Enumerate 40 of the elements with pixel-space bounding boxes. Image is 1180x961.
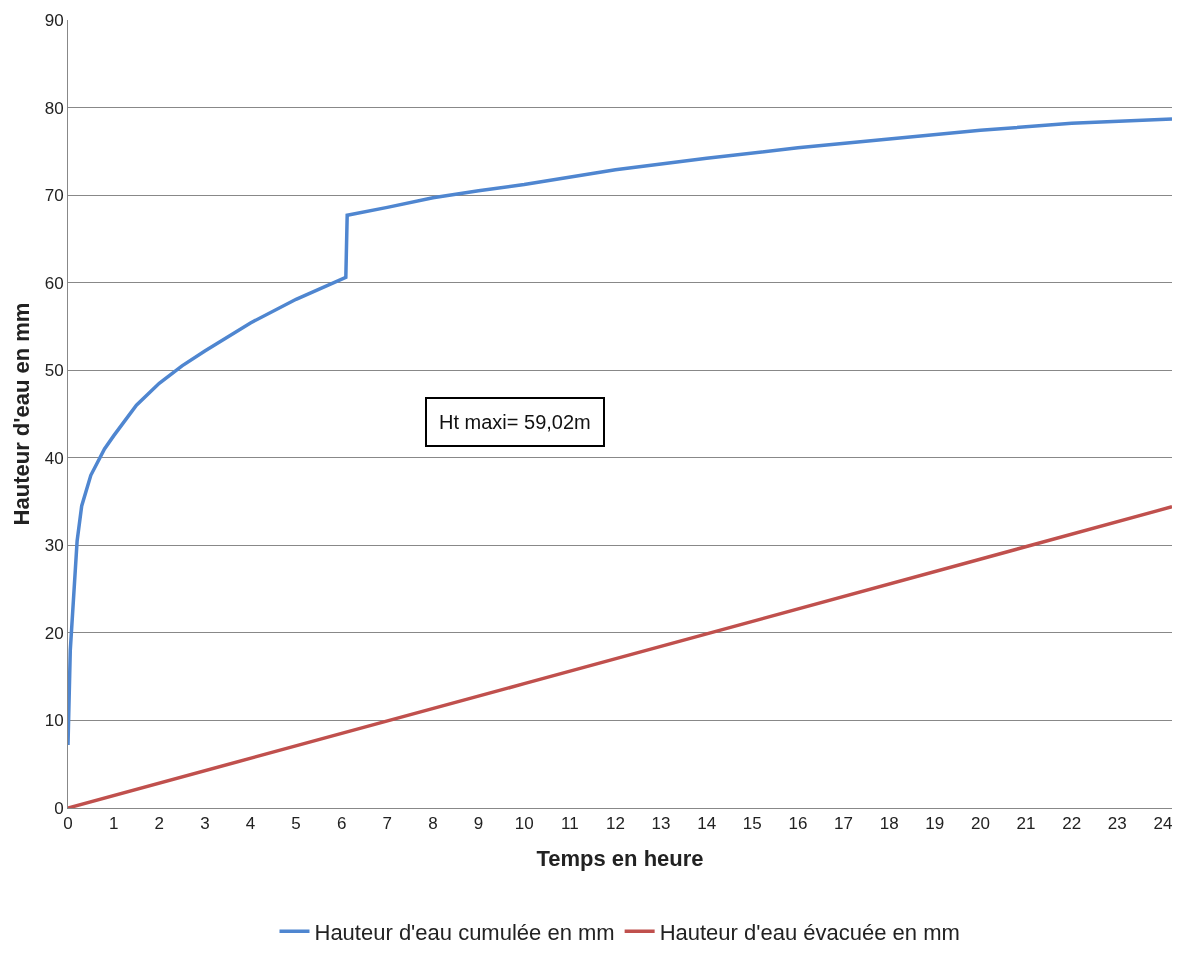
x-tick-label: 9 — [473, 814, 484, 834]
y-tick-label: 40 — [44, 448, 64, 468]
y-tick-label: 80 — [44, 98, 64, 118]
x-tick-label: 14 — [697, 814, 717, 834]
legend-label: Hauteur d'eau cumulée en mm — [314, 919, 615, 945]
y-tick-label: 0 — [54, 798, 64, 818]
annotation: Ht maxi= 59,02m — [439, 411, 591, 433]
x-tick-label: 23 — [1107, 814, 1127, 834]
y-tick-label: 30 — [44, 536, 64, 556]
x-tick-label: 17 — [834, 814, 853, 834]
y-tick-label: 10 — [44, 711, 64, 731]
y-tick-label: 60 — [44, 273, 64, 293]
x-tick-label: 18 — [879, 814, 899, 834]
y-tick-label: 20 — [44, 623, 64, 643]
x-tick-label: 11 — [560, 814, 579, 834]
y-tick-label: 90 — [44, 10, 64, 30]
y-tick-label: 50 — [44, 361, 64, 381]
x-tick-label: 20 — [970, 814, 990, 834]
legend-label: Hauteur d'eau évacuée en mm — [659, 919, 960, 945]
x-axis-title: Temps en heure — [536, 846, 704, 872]
x-tick-label: 19 — [925, 814, 945, 834]
x-tick-label: 2 — [154, 814, 164, 834]
line-series — [68, 117, 1172, 747]
y-tick-label: 70 — [44, 186, 64, 206]
x-tick-label: 7 — [382, 814, 393, 834]
x-tick-label: 12 — [605, 814, 625, 834]
x-tick-label: 5 — [291, 814, 301, 834]
x-tick-label: 4 — [245, 814, 256, 834]
x-tick-label: 21 — [1016, 814, 1036, 834]
x-tick-label: 8 — [428, 814, 438, 834]
x-tick-label: 22 — [1062, 814, 1082, 834]
x-tick-label: 6 — [336, 814, 347, 834]
x-tick-label: 1 — [108, 814, 119, 834]
x-tick-label: 3 — [200, 814, 210, 834]
x-tick-label: 10 — [514, 814, 534, 834]
x-tick-label: 16 — [788, 814, 808, 834]
x-tick-label: 24 — [1153, 814, 1173, 834]
x-tick-label: 15 — [742, 814, 762, 834]
y-axis-title: Hauteur d'eau en mm — [9, 302, 35, 526]
x-tick-label: 13 — [651, 814, 671, 834]
